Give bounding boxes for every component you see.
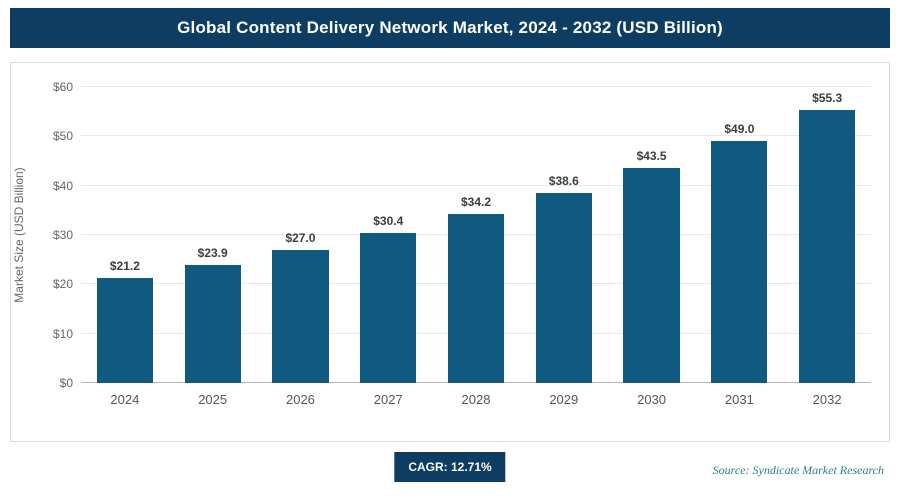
bar-slot-2030: $43.5 <box>608 87 696 383</box>
y-tick-label: $0 <box>59 376 73 390</box>
plot-area: Market Size (USD Billion) 2024 2025 2026 20… <box>12 80 871 407</box>
bar-slot-2029: $38.6 <box>520 87 608 383</box>
chart-title-bar: Global Content Delivery Network Market, … <box>10 8 890 48</box>
gridline <box>81 86 871 87</box>
bar-slot-2028: $34.2 <box>432 87 520 383</box>
bar-value-label: $55.3 <box>812 91 843 106</box>
bar-slot-2026: $27.0 <box>257 87 345 383</box>
bars-container: $21.2 $23.9 $27.0 $30.4 $34.2 $38.6 $43.5 $49.0… <box>81 87 871 383</box>
bar-value-label: $49.0 <box>724 122 755 137</box>
y-tick-label: $10 <box>52 326 73 341</box>
bar-value-label: $23.9 <box>197 246 228 261</box>
x-tick-label-2029: 2029 <box>549 392 579 407</box>
bar-2031 <box>711 141 768 383</box>
bar-2027 <box>360 233 417 383</box>
x-tick-label-2026: 2026 <box>285 392 315 407</box>
bar-value-label: $34.2 <box>461 195 492 210</box>
bar-slot-2031: $49.0 <box>695 87 783 383</box>
bar-slot-2032: $55.3 <box>783 87 871 383</box>
bar-2026 <box>272 249 329 383</box>
source-credit: Source: Syndicate Market Research <box>712 463 884 477</box>
x-tick-label-2027: 2027 <box>373 392 403 407</box>
x-axis-labels: 2024 2025 2026 2027 2028 2029 2030 2031 2032 <box>81 392 871 407</box>
bar-2032 <box>799 110 856 383</box>
bar-2028 <box>447 214 505 383</box>
cagr-badge: CAGR: 12.71% <box>394 452 506 482</box>
bar-2029 <box>535 192 592 383</box>
chart-title: Global Content Delivery Network Market, … <box>177 18 723 37</box>
bar-value-label: $21.2 <box>109 259 140 274</box>
y-tick-label: $40 <box>52 178 73 193</box>
bar-slot-2024: $21.2 <box>81 87 169 383</box>
bar-value-label: $30.4 <box>373 214 404 229</box>
y-tick-label: $50 <box>52 129 73 144</box>
gridline <box>81 184 871 186</box>
bar-2025 <box>184 265 241 383</box>
bar-2030 <box>623 168 680 383</box>
x-tick-label-2031: 2031 <box>724 392 754 407</box>
bar-2024 <box>96 278 153 383</box>
x-tick-label-2024: 2024 <box>110 392 140 407</box>
bar-value-label: $43.5 <box>636 149 667 164</box>
y-tick-label: $30 <box>52 228 73 242</box>
bar-value-label: $27.0 <box>285 230 316 245</box>
bar-slot-2027: $30.4 <box>344 87 432 383</box>
x-tick-label-2030: 2030 <box>637 392 667 407</box>
x-tick-label-2032: 2032 <box>812 392 842 407</box>
gridline <box>81 135 871 137</box>
x-tick-label-2028: 2028 <box>461 392 491 407</box>
x-tick-label-2025: 2025 <box>198 392 228 407</box>
bar-slot-2025: $23.9 <box>169 87 257 383</box>
bar-value-label: $38.6 <box>548 173 579 188</box>
y-tick-label: $20 <box>52 277 73 292</box>
y-tick-label: $60 <box>52 80 73 94</box>
chart-container: Market Size (USD Billion) 2024 2025 2026 20… <box>10 62 890 442</box>
